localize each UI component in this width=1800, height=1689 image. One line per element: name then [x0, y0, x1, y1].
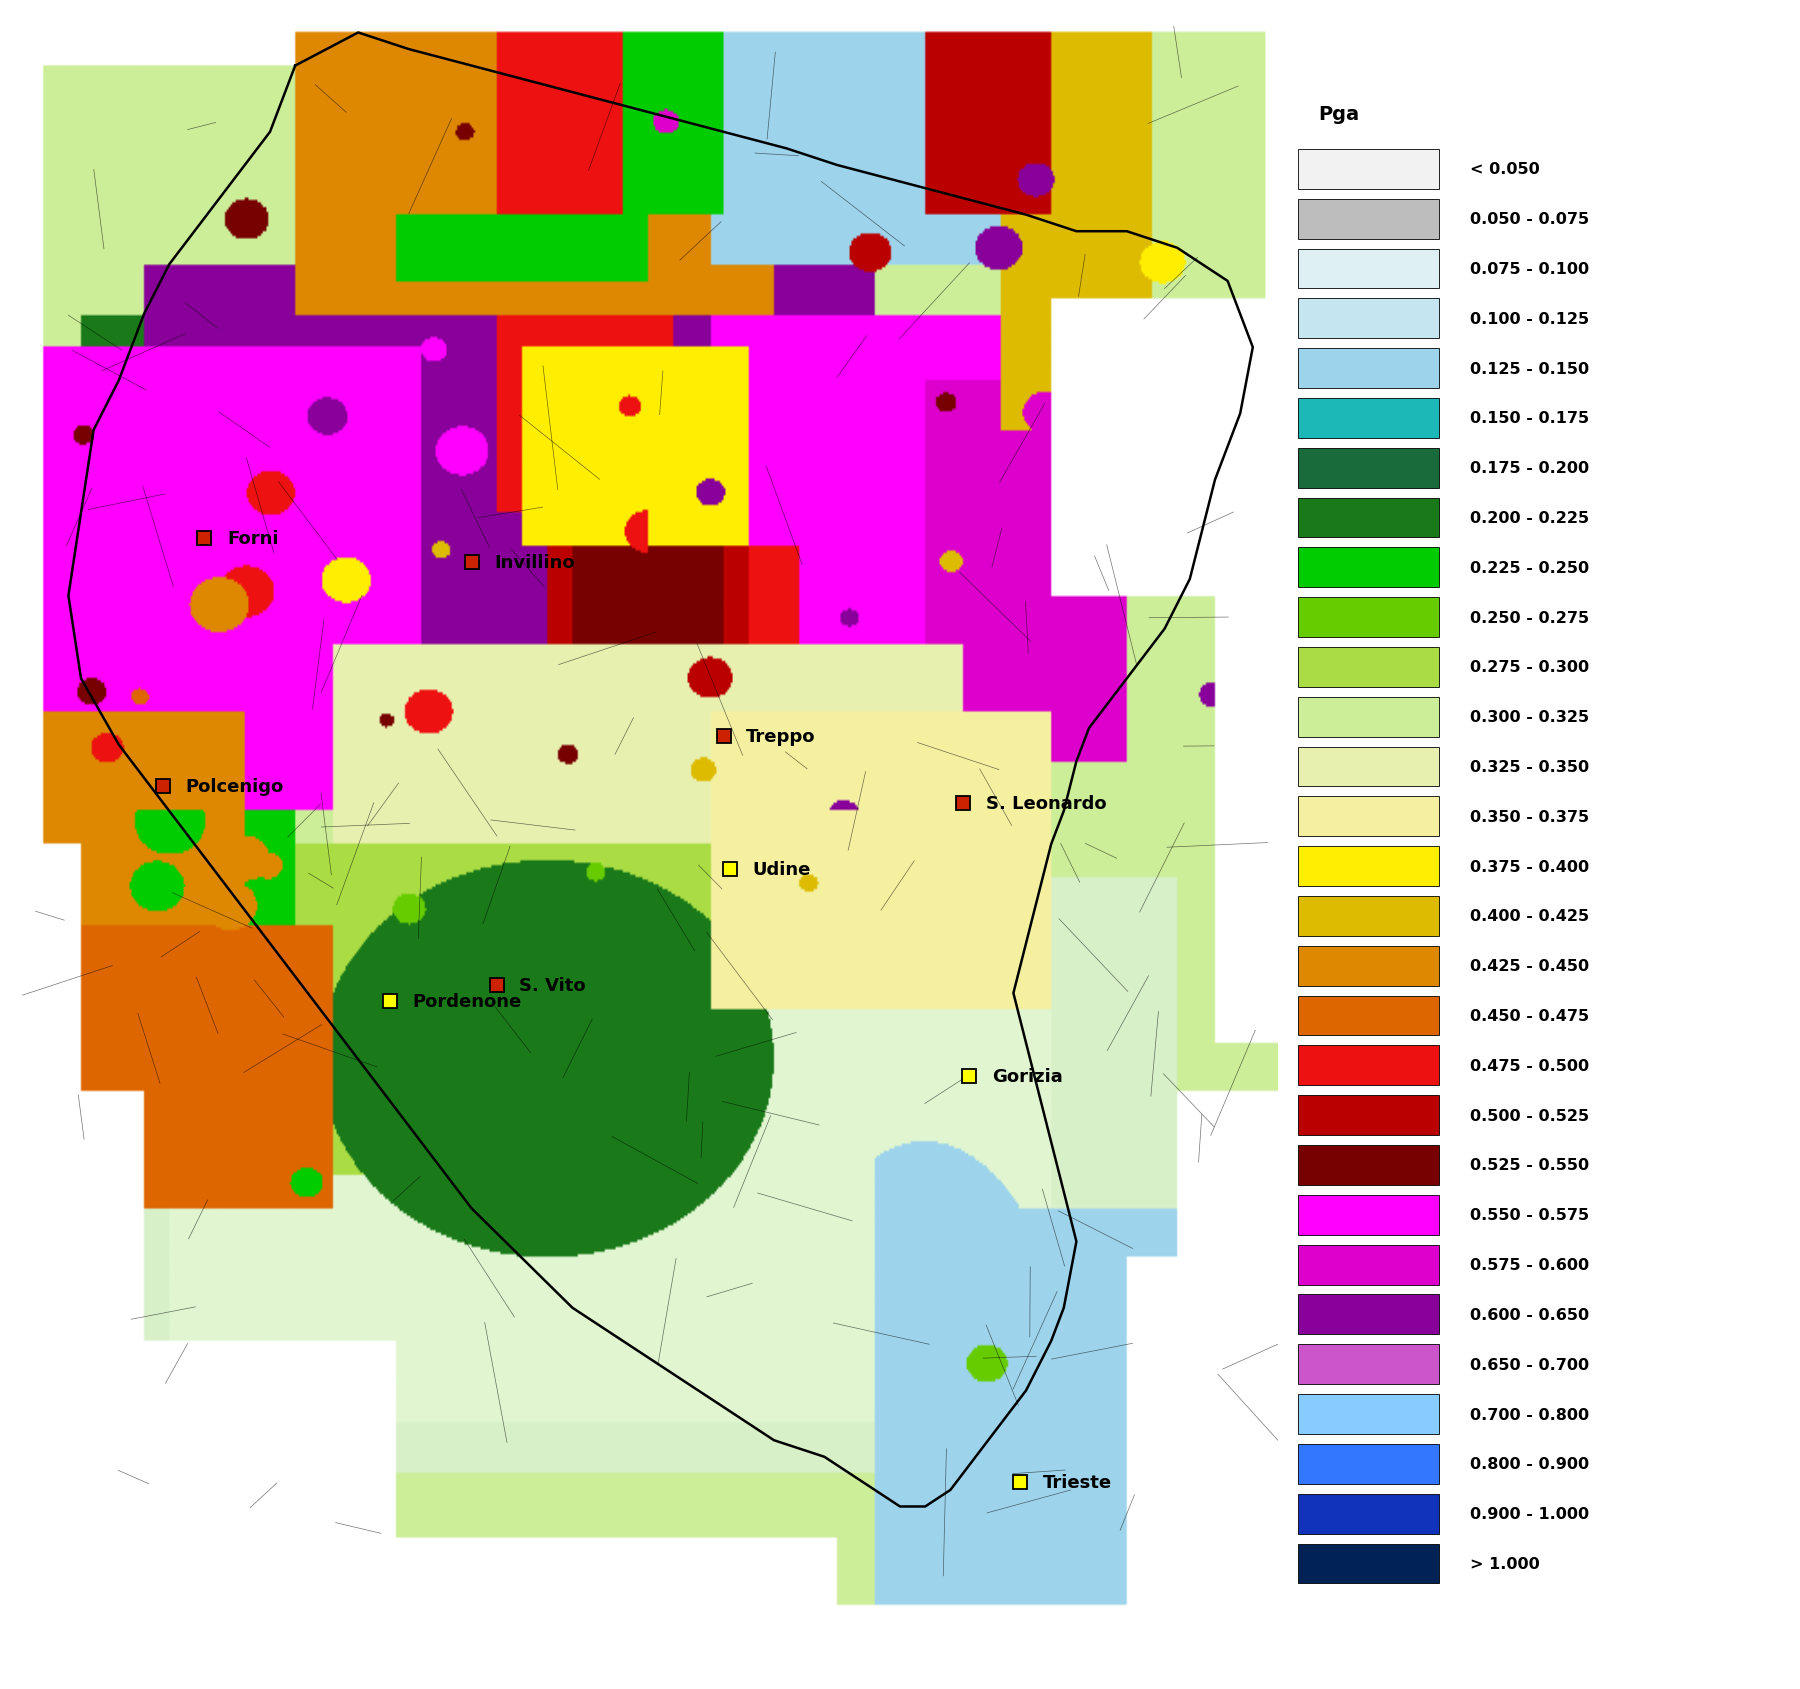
- Bar: [1298, 1145, 1440, 1186]
- Bar: [1298, 747, 1440, 787]
- Bar: [1298, 199, 1440, 240]
- Bar: [1298, 1493, 1440, 1534]
- Text: < 0.050: < 0.050: [1469, 162, 1539, 177]
- Text: 0.200 - 0.225: 0.200 - 0.225: [1469, 510, 1589, 525]
- Text: Pordenone: Pordenone: [412, 993, 522, 1010]
- Bar: [1298, 797, 1440, 836]
- Text: Udine: Udine: [752, 860, 812, 878]
- Bar: [1298, 1444, 1440, 1485]
- Bar: [1298, 698, 1440, 736]
- Bar: [1298, 647, 1440, 687]
- Bar: [1298, 399, 1440, 439]
- Text: S. Vito: S. Vito: [520, 976, 587, 995]
- Bar: [1298, 1045, 1440, 1086]
- Bar: [1298, 299, 1440, 339]
- Text: Gorizia: Gorizia: [992, 1067, 1062, 1086]
- Text: 0.375 - 0.400: 0.375 - 0.400: [1469, 860, 1589, 875]
- Bar: [1298, 997, 1440, 1035]
- Bar: [1298, 846, 1440, 887]
- Text: 0.525 - 0.550: 0.525 - 0.550: [1469, 1157, 1589, 1172]
- Text: Forni: Forni: [227, 529, 279, 547]
- Text: 0.075 - 0.100: 0.075 - 0.100: [1469, 262, 1589, 277]
- Text: 0.275 - 0.300: 0.275 - 0.300: [1469, 660, 1589, 676]
- Text: 0.350 - 0.375: 0.350 - 0.375: [1469, 809, 1589, 824]
- Bar: [1298, 350, 1440, 388]
- Bar: [1298, 547, 1440, 588]
- Bar: [1298, 498, 1440, 539]
- Text: Polcenigo: Polcenigo: [185, 777, 284, 796]
- Text: 0.400 - 0.425: 0.400 - 0.425: [1469, 909, 1589, 924]
- Text: 0.700 - 0.800: 0.700 - 0.800: [1469, 1407, 1589, 1422]
- Bar: [1298, 897, 1440, 936]
- Bar: [1298, 1196, 1440, 1235]
- Text: 0.175 - 0.200: 0.175 - 0.200: [1469, 461, 1589, 476]
- Bar: [1298, 598, 1440, 638]
- Bar: [1298, 1295, 1440, 1334]
- Text: > 1.000: > 1.000: [1469, 1556, 1539, 1571]
- Text: 0.425 - 0.450: 0.425 - 0.450: [1469, 959, 1589, 973]
- Text: 0.550 - 0.575: 0.550 - 0.575: [1469, 1208, 1589, 1223]
- Text: Pga: Pga: [1318, 105, 1359, 123]
- Text: S. Leonardo: S. Leonardo: [986, 794, 1107, 812]
- Bar: [1298, 946, 1440, 986]
- Text: 0.100 - 0.125: 0.100 - 0.125: [1469, 311, 1589, 326]
- Text: 0.500 - 0.525: 0.500 - 0.525: [1469, 1108, 1589, 1123]
- Text: 0.575 - 0.600: 0.575 - 0.600: [1469, 1257, 1589, 1272]
- Bar: [1298, 1245, 1440, 1285]
- Text: 0.125 - 0.150: 0.125 - 0.150: [1469, 361, 1589, 377]
- Text: 0.325 - 0.350: 0.325 - 0.350: [1469, 760, 1589, 775]
- Text: 0.450 - 0.475: 0.450 - 0.475: [1469, 1008, 1589, 1024]
- Bar: [1298, 250, 1440, 289]
- Text: 0.650 - 0.700: 0.650 - 0.700: [1469, 1356, 1589, 1371]
- Text: Treppo: Treppo: [747, 728, 815, 747]
- Text: 0.225 - 0.250: 0.225 - 0.250: [1469, 561, 1589, 576]
- Text: Trieste: Trieste: [1042, 1473, 1112, 1491]
- Text: 0.900 - 1.000: 0.900 - 1.000: [1469, 1507, 1589, 1522]
- Text: 0.800 - 0.900: 0.800 - 0.900: [1469, 1456, 1589, 1471]
- Bar: [1298, 1344, 1440, 1385]
- Text: Invillino: Invillino: [495, 554, 574, 573]
- Bar: [1298, 449, 1440, 488]
- Text: 0.600 - 0.650: 0.600 - 0.650: [1469, 1307, 1589, 1322]
- Bar: [1298, 1395, 1440, 1434]
- Text: 0.050 - 0.075: 0.050 - 0.075: [1469, 213, 1589, 226]
- Bar: [1298, 1096, 1440, 1135]
- Text: 0.300 - 0.325: 0.300 - 0.325: [1469, 709, 1589, 725]
- Text: 0.150 - 0.175: 0.150 - 0.175: [1469, 410, 1589, 426]
- Text: 0.475 - 0.500: 0.475 - 0.500: [1469, 1059, 1589, 1073]
- Bar: [1298, 1544, 1440, 1583]
- Bar: [1298, 150, 1440, 189]
- Text: 0.250 - 0.275: 0.250 - 0.275: [1469, 610, 1589, 625]
